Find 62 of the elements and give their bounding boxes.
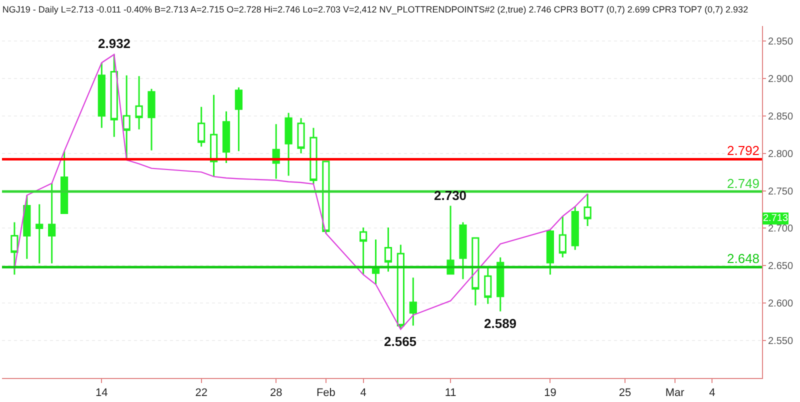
annotation: 2.589 <box>484 316 517 331</box>
chart-title: NGJ19 - Daily L=2.713 -0.011 -0.40% B=2.713 A=2.715 O=2.728 Hi=2.746 Lo=2.703 V=2,412 NV_PLOTTRENDPOINTS#2 (2,true) 2.746 CPR3 BOT7 (0,7) 2.699 CPR3 TOP7 (0,7) 2.932 <box>2 4 748 14</box>
candlestick <box>584 193 592 227</box>
x-tick-label: 19 <box>544 387 556 400</box>
x-tick-label: 25 <box>618 387 632 400</box>
candlestick <box>472 237 480 306</box>
candlestick <box>446 204 454 275</box>
y-tick-label: 2.700 <box>768 224 794 235</box>
x-tick-label: 4 <box>709 387 716 400</box>
candlestick <box>546 228 554 276</box>
candlestick <box>322 160 330 234</box>
candlestick <box>222 110 230 164</box>
candlestick <box>272 123 280 180</box>
ref-line-label: 2.749 <box>727 176 760 191</box>
candlestick <box>23 194 31 260</box>
candlestick <box>122 74 130 161</box>
candlestick <box>60 150 68 215</box>
candlestick <box>98 62 106 129</box>
ref-line-label: 2.648 <box>727 251 760 266</box>
x-tick-label: 11 <box>444 387 456 400</box>
candlestick <box>496 256 504 312</box>
candlestick <box>198 106 206 148</box>
x-tick-label: 4 <box>360 387 366 400</box>
text: 2.713 <box>763 213 788 224</box>
x-tick-label: Mar <box>665 387 685 400</box>
candlestick <box>210 94 218 178</box>
x-tick-label: 28 <box>270 387 282 400</box>
candlestick <box>234 86 243 152</box>
y-tick-label: 2.800 <box>768 148 794 160</box>
candlestick <box>10 221 18 276</box>
y-tick-label: 2.750 <box>768 186 794 198</box>
x-tick-label: 22 <box>195 387 208 400</box>
candlestick <box>372 238 380 286</box>
candlestick <box>459 221 467 280</box>
annotation: 2.565 <box>384 334 417 349</box>
y-tick-label: 2.900 <box>768 74 794 85</box>
x-tick-label: 14 <box>96 387 108 400</box>
x-tick-label: Feb <box>316 387 336 400</box>
ref-line-label: 2.792 <box>727 143 760 158</box>
annotation: 2.730 <box>434 188 467 203</box>
candlestick <box>48 182 56 264</box>
candlestick <box>571 206 579 251</box>
y-tick-label: 2.950 <box>768 36 794 48</box>
candlestick <box>148 88 156 152</box>
y-tick-label: 2.550 <box>768 336 794 348</box>
candlestick <box>360 226 368 276</box>
candlestick <box>396 244 404 330</box>
candlestick <box>310 127 318 185</box>
y-tick-label: 2.600 <box>768 298 794 310</box>
candlestick <box>284 112 292 177</box>
candlestick <box>36 204 44 264</box>
candlestick <box>384 226 392 272</box>
candlestick <box>135 75 143 130</box>
annotation: 2.932 <box>98 36 131 51</box>
candlestick <box>484 266 492 305</box>
y-tick-label: 2.850 <box>768 111 794 122</box>
candlestick <box>558 215 566 258</box>
candlestick <box>409 276 417 326</box>
candlestick <box>110 54 118 138</box>
candlestick <box>297 117 305 154</box>
y-tick-label: 2.650 <box>768 261 794 272</box>
line-series <box>14 54 588 330</box>
